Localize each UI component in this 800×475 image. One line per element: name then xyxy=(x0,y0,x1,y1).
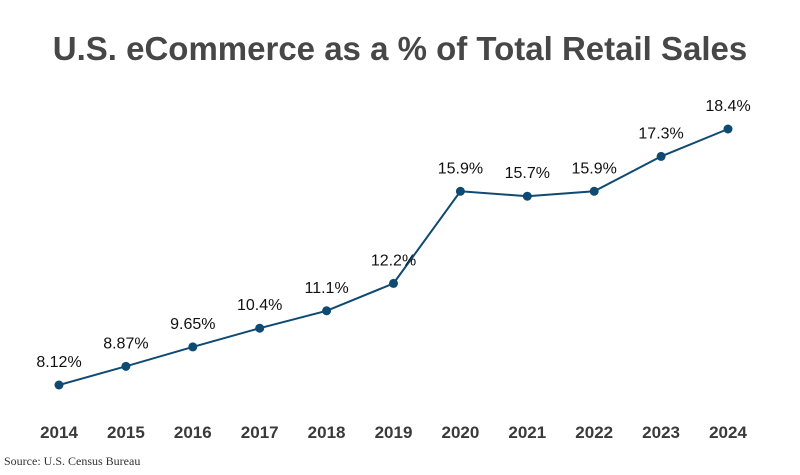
data-point-2024 xyxy=(723,124,733,134)
data-label-2016: 9.65% xyxy=(170,316,215,333)
x-tick-2019: 2019 xyxy=(375,423,413,442)
x-axis-ticks: 2014 2015 2016 2017 2018 2019 2020 2021 2022 2023… xyxy=(40,423,747,442)
data-label-2022: 15.9% xyxy=(572,160,617,177)
data-label-2018: 11.1% xyxy=(305,280,349,297)
data-label-2020: 15.9% xyxy=(438,160,483,177)
data-point-2021 xyxy=(522,191,532,201)
x-tick-2014: 2014 xyxy=(40,423,78,442)
data-label-2015: 8.87% xyxy=(103,335,148,352)
data-point-2019 xyxy=(389,278,398,288)
data-point-2016 xyxy=(188,342,198,352)
data-points xyxy=(54,124,733,390)
data-point-2020 xyxy=(455,186,465,196)
x-tick-2024: 2024 xyxy=(709,423,747,442)
data-label-2024: 18.4% xyxy=(705,98,750,115)
data-label-2021: 15.7% xyxy=(505,165,550,182)
x-tick-2020: 2020 xyxy=(441,423,479,442)
data-point-2015 xyxy=(121,361,131,371)
data-label-2023: 17.3% xyxy=(638,125,683,142)
data-point-2023 xyxy=(656,151,666,161)
data-labels: 8.12% 8.87% 9.65% 10.4% 11.1% 12.2% 15.9% 15.7%… xyxy=(36,98,750,371)
x-tick-2022: 2022 xyxy=(575,423,613,442)
source-note: Source: U.S. Census Bureau xyxy=(4,454,141,468)
data-label-2019: 12.2% xyxy=(371,252,416,269)
data-point-2014 xyxy=(54,380,64,390)
x-tick-2021: 2021 xyxy=(508,423,546,442)
x-tick-2017: 2017 xyxy=(241,423,279,442)
chart-title: U.S. eCommerce as a % of Total Retail Sa… xyxy=(52,30,748,67)
data-point-2018 xyxy=(322,306,332,316)
data-label-2017: 10.4% xyxy=(237,297,282,314)
x-tick-2015: 2015 xyxy=(107,423,145,442)
data-point-2022 xyxy=(589,186,599,196)
x-tick-2023: 2023 xyxy=(642,423,680,442)
x-tick-2016: 2016 xyxy=(174,423,212,442)
data-point-2017 xyxy=(255,323,265,333)
x-tick-2018: 2018 xyxy=(308,423,346,442)
data-label-2014: 8.12% xyxy=(36,354,81,371)
